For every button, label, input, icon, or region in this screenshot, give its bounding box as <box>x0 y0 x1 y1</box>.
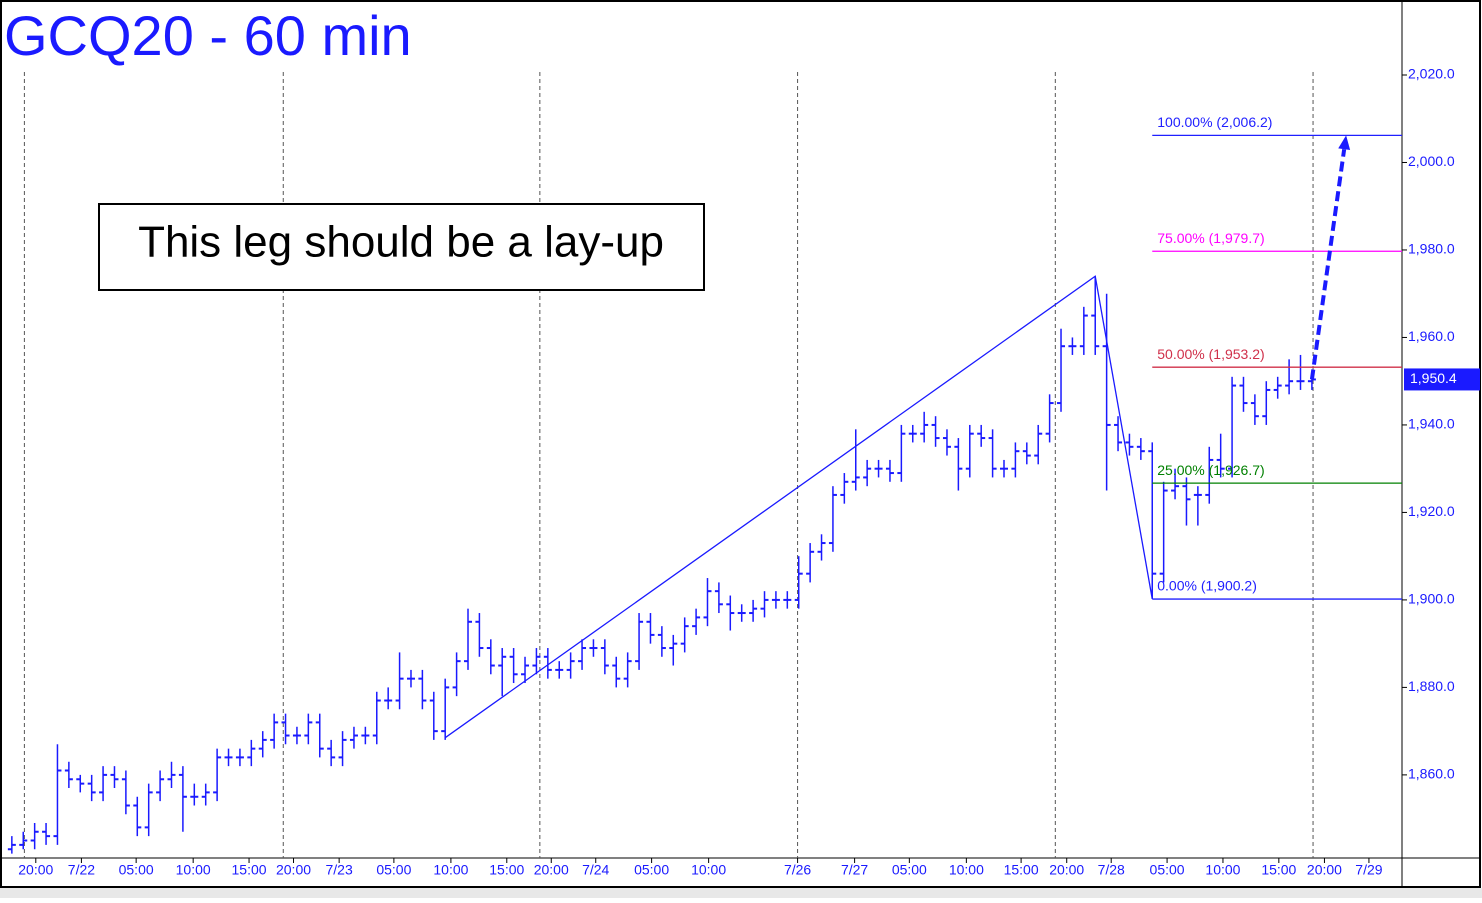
x-tick-label: 05:00 <box>634 862 669 878</box>
x-tick-label: 20:00 <box>1049 862 1084 878</box>
x-tick-label: 15:00 <box>489 862 524 878</box>
x-tick-label: 20:00 <box>1307 862 1342 878</box>
x-tick-label: 7/24 <box>582 862 609 878</box>
y-tick-label: 1,900.0 <box>1408 591 1455 607</box>
fib-label: 25.00% (1,926.7) <box>1157 462 1264 478</box>
x-tick-label: 05:00 <box>376 862 411 878</box>
y-tick-label: 1,960.0 <box>1408 328 1455 344</box>
y-tick-label: 1,940.0 <box>1408 416 1455 432</box>
x-tick-label: 10:00 <box>176 862 211 878</box>
x-tick-label: 7/29 <box>1355 862 1382 878</box>
y-tick-label: 1,980.0 <box>1408 241 1455 257</box>
annotation: This leg should be a lay-up <box>138 218 664 267</box>
plot: 1,860.0 1,880.0 1,900.0 1,920.0 1,940.0 1,960… <box>7 66 1480 878</box>
x-tick-label: 05:00 <box>1150 862 1185 878</box>
x-tick-label: 7/28 <box>1098 862 1125 878</box>
x-tick-label: 10:00 <box>433 862 468 878</box>
fib-label: 0.00% (1,900.2) <box>1157 578 1257 594</box>
last-price-tag <box>1404 368 1480 391</box>
y-tick-label: 2,020.0 <box>1408 66 1455 82</box>
chart-title: GCQ20 - 60 min <box>4 4 412 67</box>
x-tick-label: 15:00 <box>1004 862 1039 878</box>
y-tick-label: 1,880.0 <box>1408 678 1455 694</box>
arrow-head <box>1338 135 1351 151</box>
fib-label: 75.00% (1,979.7) <box>1157 230 1264 246</box>
x-tick-label: 10:00 <box>691 862 726 878</box>
trendline <box>444 275 1153 739</box>
x-tick-label: 7/22 <box>68 862 95 878</box>
x-tick-label: 20:00 <box>18 862 53 878</box>
projection-arrow <box>1309 148 1347 380</box>
x-tick-label: 7/27 <box>841 862 868 878</box>
y-tick-label: 2,000.0 <box>1408 153 1455 169</box>
fib-label: 50.00% (1,953.2) <box>1157 346 1264 362</box>
y-tick-label: 1,860.0 <box>1408 766 1455 782</box>
scroll-strip <box>0 888 1482 898</box>
x-tick-label: 15:00 <box>1261 862 1296 878</box>
fib-label: 100.00% (2,006.2) <box>1157 114 1272 130</box>
x-tick-label: 7/26 <box>784 862 811 878</box>
last-price-label: 1,950.4 <box>1410 370 1457 386</box>
x-tick-label: 7/23 <box>326 862 353 878</box>
x-tick-label: 10:00 <box>949 862 984 878</box>
x-tick-label: 05:00 <box>119 862 154 878</box>
x-tick-label: 10:00 <box>1205 862 1240 878</box>
annotation-box <box>98 203 705 291</box>
y-tick-label: 1,920.0 <box>1408 503 1455 519</box>
x-tick-label: 20:00 <box>276 862 311 878</box>
x-tick-label: 15:00 <box>232 862 267 878</box>
x-tick-label: 20:00 <box>534 862 569 878</box>
x-tick-label: 05:00 <box>892 862 927 878</box>
